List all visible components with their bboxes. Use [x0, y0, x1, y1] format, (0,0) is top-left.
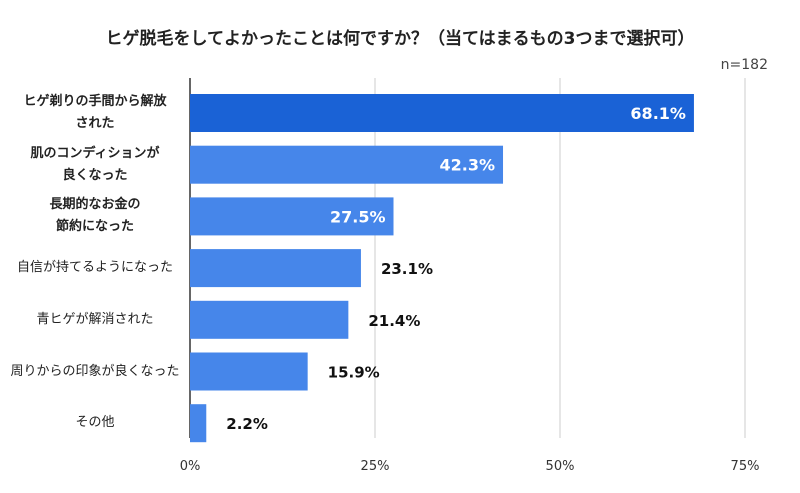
category-label-line: 長期的なお金の	[49, 197, 141, 213]
category-label: 長期的なお金の 節約になった	[6, 194, 184, 238]
x-tick-label: 25%	[361, 459, 390, 474]
x-tick-label: 50%	[546, 459, 575, 474]
category-label-line: 周りからの印象が良くなった	[10, 363, 180, 379]
x-tick-label: 0%	[180, 459, 201, 474]
bar	[190, 249, 361, 288]
bar	[190, 145, 504, 184]
bar	[190, 94, 694, 132]
data-label: 68.1%	[630, 104, 686, 123]
bar	[190, 300, 349, 339]
category-label: 周りからの印象が良くなった	[6, 361, 184, 383]
category-label: 肌のコンディションが 良くなった	[6, 143, 184, 187]
category-label-line: された	[75, 116, 115, 131]
data-label: 27.5%	[330, 207, 386, 226]
category-label-line: その他	[75, 415, 115, 431]
category-label: その他	[6, 412, 184, 434]
category-label-line: 肌のコンディションが	[30, 145, 160, 161]
chart-title: ヒゲ脱毛をしてよかったことは何ですか？（当てはまるもの3つまで選択可）	[105, 29, 695, 49]
x-tick-label: 75%	[731, 459, 760, 474]
x-axis-ticks: 0% 25% 50% 75%	[180, 459, 760, 474]
category-label-line: 青ヒゲが解消された	[36, 311, 154, 327]
data-label: 23.1%	[381, 260, 433, 278]
data-label: 2.2%	[226, 415, 268, 433]
category-label-line: 節約になった	[55, 219, 134, 235]
data-labels: 68.1% 42.3% 27.5% 23.1% 21.4% 15.9% 2.2%	[226, 104, 686, 433]
bar	[190, 352, 308, 391]
category-label: 青ヒゲが解消された	[6, 309, 184, 331]
category-label: ヒゲ剃りの手間から解放 された	[6, 91, 184, 135]
bars	[190, 94, 694, 443]
category-label: 自信が持てるようになった	[6, 257, 184, 279]
data-label: 21.4%	[368, 312, 420, 330]
sample-size-note: n=182	[720, 57, 768, 73]
bar	[190, 404, 207, 443]
data-label: 42.3%	[440, 156, 496, 175]
category-label-line: 良くなった	[62, 167, 128, 183]
category-label-line: 自信が持てるようになった	[16, 260, 173, 276]
bar	[190, 197, 394, 236]
category-label-line: ヒゲ剃りの手間から解放	[23, 94, 167, 109]
data-label: 15.9%	[328, 364, 380, 382]
